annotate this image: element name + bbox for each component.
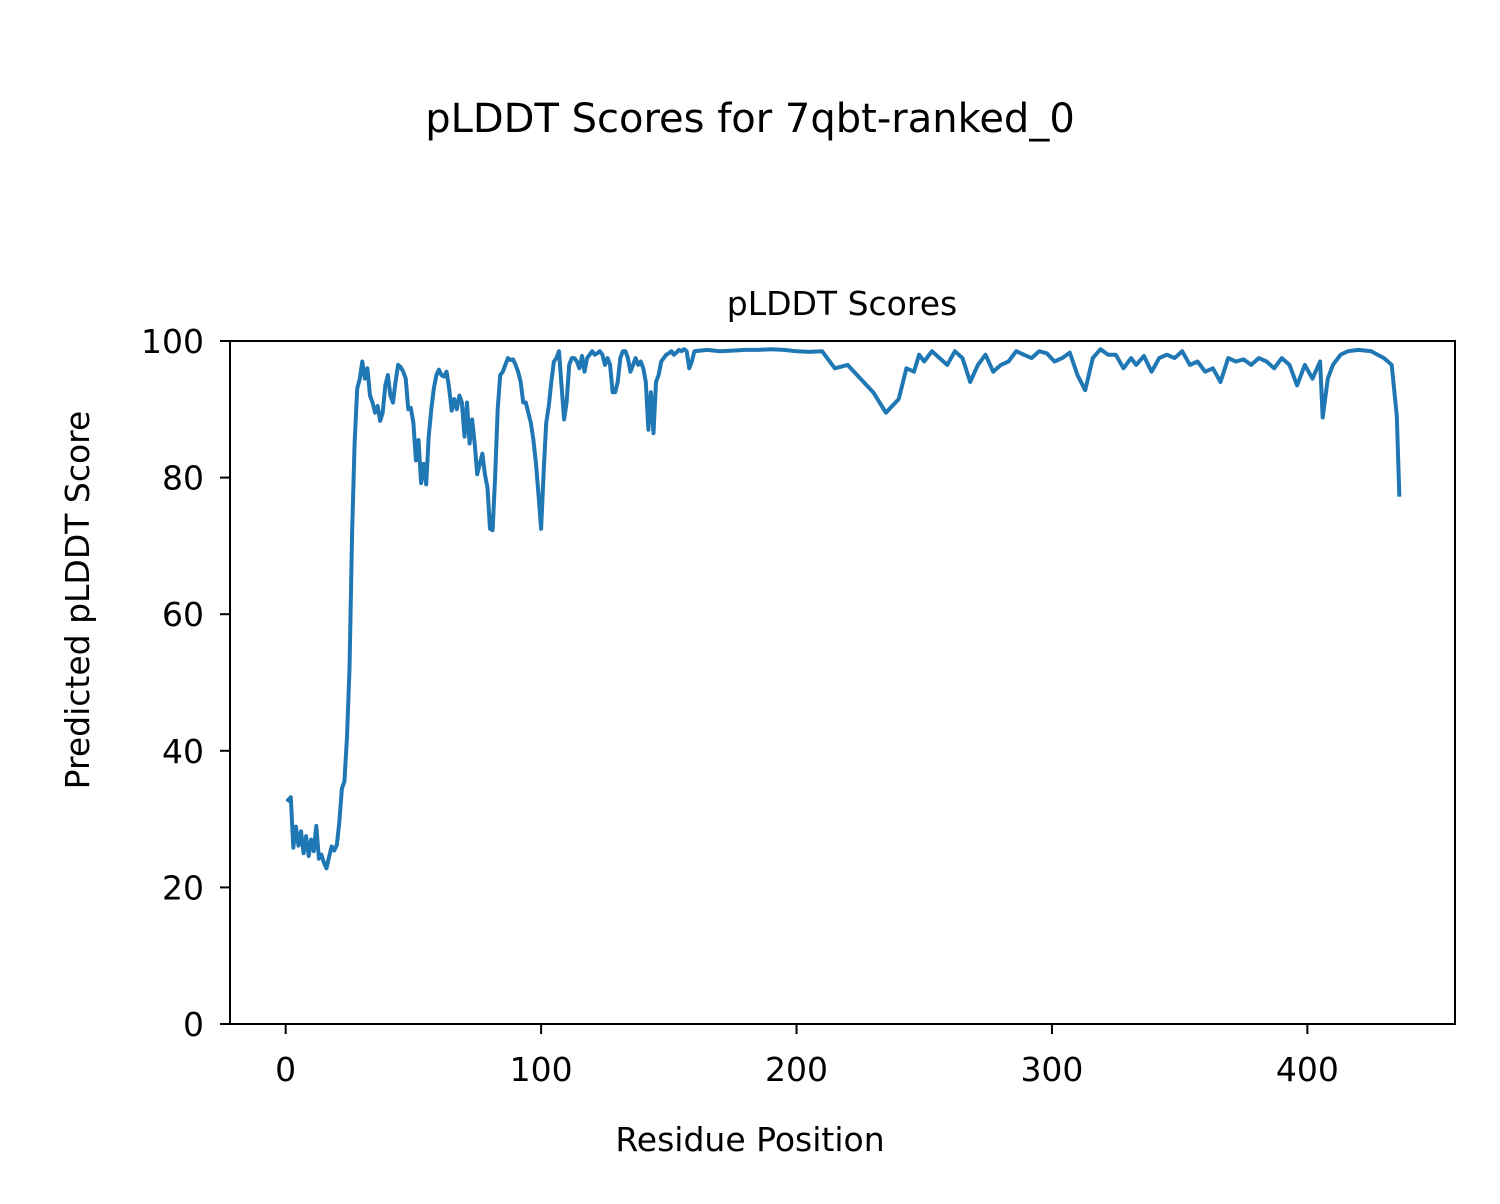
axes-title: pLDDT Scores	[727, 284, 957, 323]
x-tick-label: 400	[1276, 1050, 1339, 1089]
x-tick-label: 300	[1020, 1050, 1083, 1089]
y-tick-label: 0	[183, 1005, 204, 1044]
y-tick-label: 40	[162, 732, 204, 771]
y-tick-label: 60	[162, 595, 204, 634]
x-tick-label: 0	[275, 1050, 296, 1089]
y-tick-label: 20	[162, 868, 204, 907]
plot-area: 0 100 200 300 400 0 20 40 60 80 100	[141, 322, 1456, 1089]
y-axis-label: Predicted pLDDT Score	[58, 411, 97, 790]
series-line-0	[285, 347, 1402, 871]
x-tick-label: 200	[765, 1050, 828, 1089]
axes-frame	[229, 340, 1456, 1025]
y-tick-label: 80	[162, 459, 204, 498]
x-tick-label: 100	[510, 1050, 573, 1089]
figure-suptitle: pLDDT Scores for 7qbt-ranked_0	[425, 96, 1075, 142]
y-tick-label: 100	[141, 322, 204, 361]
x-axis-label: Residue Position	[615, 1120, 884, 1159]
